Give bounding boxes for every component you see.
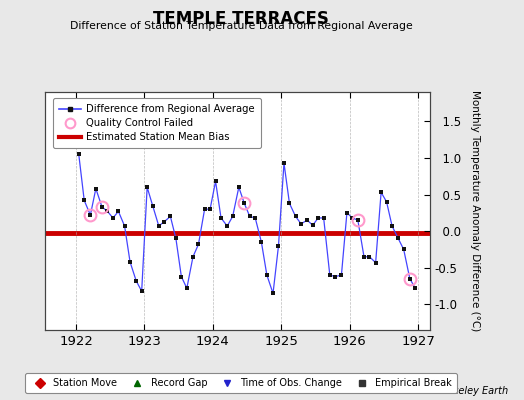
Text: Berkeley Earth: Berkeley Earth [436, 386, 508, 396]
Text: TEMPLE TERRACES: TEMPLE TERRACES [153, 10, 329, 28]
Text: Difference of Station Temperature Data from Regional Average: Difference of Station Temperature Data f… [70, 21, 412, 31]
Legend: Difference from Regional Average, Quality Control Failed, Estimated Station Mean: Difference from Regional Average, Qualit… [53, 98, 261, 148]
Legend: Station Move, Record Gap, Time of Obs. Change, Empirical Break: Station Move, Record Gap, Time of Obs. C… [25, 374, 457, 393]
Y-axis label: Monthly Temperature Anomaly Difference (°C): Monthly Temperature Anomaly Difference (… [470, 90, 480, 332]
